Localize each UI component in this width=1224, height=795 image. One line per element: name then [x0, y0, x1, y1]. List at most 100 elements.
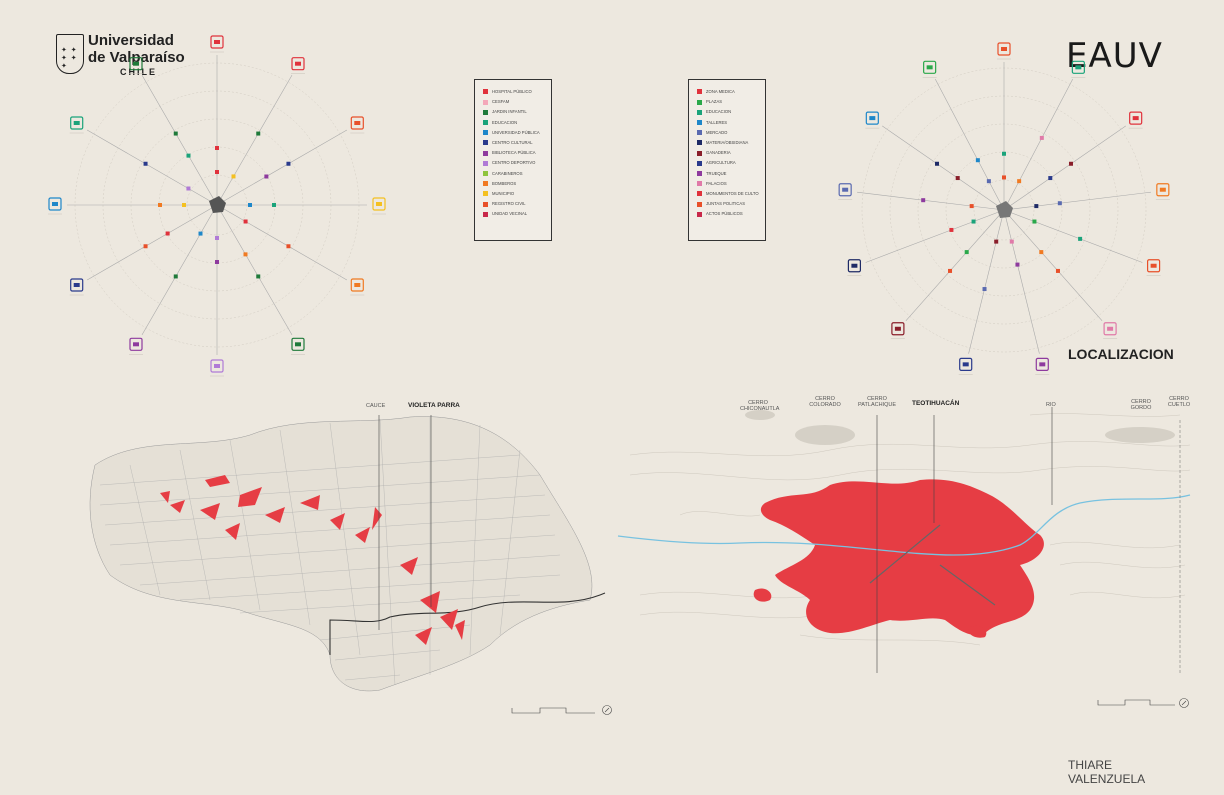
legend-label: PLAZAS — [706, 99, 723, 105]
service-icon-detail — [1132, 116, 1139, 121]
radial-marker — [1068, 161, 1073, 166]
legend-swatch — [483, 201, 488, 207]
legend-label: JARDIN INFANTIL — [492, 109, 527, 115]
service-icon — [923, 60, 937, 74]
service-icon — [210, 359, 224, 373]
legend-swatch — [697, 211, 702, 217]
legend-label: MERCADO — [706, 129, 728, 135]
legend-item: TALLERES — [697, 119, 727, 126]
radial-marker — [243, 252, 248, 257]
radial-spoke — [865, 209, 1005, 263]
legend-label: PALACIOS — [706, 180, 727, 186]
radial-diagram-right — [838, 42, 1170, 375]
radial-marker — [264, 174, 269, 179]
legend-label: GANADERIA — [706, 150, 731, 156]
radial-marker — [1032, 219, 1037, 224]
legend-swatch — [483, 191, 488, 197]
radial-spoke — [141, 74, 218, 206]
service-icon — [1035, 357, 1049, 371]
radial-marker — [964, 250, 969, 255]
radial-marker — [994, 239, 999, 244]
map-teotihuacan — [617, 407, 1191, 708]
radial-marker — [921, 198, 926, 203]
rio-river — [617, 494, 1191, 556]
calzada — [869, 524, 941, 584]
legend-label: EDUCACION — [706, 109, 732, 115]
service-icon — [291, 57, 305, 71]
radial-marker — [955, 176, 960, 181]
legend-label: MATERIA/OBSIDIANA — [706, 140, 749, 145]
radial-spoke — [216, 129, 348, 206]
scale-bar-right — [1097, 698, 1189, 708]
label-cerro-gordo: CERRO GORDO — [1130, 399, 1152, 411]
radial-marker — [143, 161, 148, 166]
teotihuacan-urban-area — [760, 479, 1044, 636]
legend-item: ACTOS PÚBLICOS — [697, 210, 743, 217]
service-icon — [1103, 322, 1117, 336]
legend-item: CARABINEROS — [483, 170, 522, 177]
legend-swatch — [697, 140, 702, 146]
radial-marker — [1002, 175, 1006, 180]
legend-item: MERCADO — [697, 129, 727, 136]
service-icon — [210, 35, 224, 49]
legend-item: UNIVERSIDAD PÚBLICA — [483, 129, 540, 136]
service-icon-detail — [842, 187, 849, 192]
service-icon-detail — [295, 61, 301, 66]
radial-spoke — [86, 204, 218, 281]
map-valparaiso — [89, 415, 612, 715]
logo-line-1: Universidad — [88, 32, 174, 49]
radial-marker — [971, 219, 976, 224]
radial-spoke — [216, 204, 348, 281]
legend-swatch — [697, 191, 702, 197]
radial-marker — [182, 203, 186, 207]
radial-marker — [215, 236, 219, 240]
service-icon-detail — [926, 65, 933, 70]
radial-marker — [248, 203, 252, 207]
legend-left: HOSPITAL PÚBLICO CESFAM JARDIN INFANTIL EDU… — [474, 79, 552, 241]
radial-spoke — [882, 125, 1005, 211]
legend-label: CESFAM — [492, 99, 510, 105]
legend-swatch — [483, 140, 488, 146]
legend-label: ACTOS PÚBLICOS — [706, 211, 743, 217]
radial-marker — [173, 131, 178, 136]
radial-spoke — [1003, 191, 1151, 211]
legend-item: UNIDAD VECINAL — [483, 210, 527, 217]
legend-swatch — [697, 160, 702, 166]
contour-lines — [629, 413, 1191, 646]
radial-marker — [1078, 236, 1083, 241]
legend-swatch — [697, 181, 702, 187]
service-icon-detail — [133, 342, 139, 347]
service-icon — [350, 116, 364, 130]
legend-swatch — [697, 109, 702, 115]
service-icon — [350, 278, 364, 292]
label-cerro-cuetlo: CERRO CUETLO — [1167, 396, 1191, 408]
label-rio: RIO — [1046, 402, 1056, 408]
service-icon-detail — [869, 116, 876, 121]
legend-item: HOSPITAL PÚBLICO — [483, 88, 532, 95]
radial-marker — [1048, 176, 1053, 181]
legend-label: MUNICIPIO — [492, 191, 515, 196]
legend-swatch — [483, 130, 488, 136]
radial-marker — [1057, 201, 1062, 206]
radial-marker — [243, 219, 248, 224]
center-site — [996, 201, 1013, 218]
radial-spoke — [857, 191, 1005, 211]
radial-spoke — [1003, 209, 1143, 263]
label-violeta-parra: VIOLETA PARRA — [408, 402, 460, 409]
legend-swatch — [483, 160, 488, 166]
legend-swatch — [483, 99, 488, 105]
label-cerro-chiconautla: CERRO CHICONAUTLA — [740, 400, 780, 412]
school-logo: EAUV — [1066, 36, 1163, 76]
service-icon — [372, 197, 386, 211]
legend-item: REGISTRO CIVIL — [483, 200, 526, 207]
radial-spoke — [216, 204, 293, 336]
legend-label: AGRICULTURA — [706, 160, 736, 166]
service-icon — [1129, 111, 1143, 125]
radial-diagrams — [48, 35, 1170, 377]
radial-marker — [949, 227, 954, 232]
service-icon — [129, 57, 143, 71]
legend-swatch — [697, 150, 702, 156]
service-icon-detail — [1075, 65, 1082, 70]
terrain-outline — [89, 416, 593, 692]
radial-marker — [256, 274, 261, 279]
